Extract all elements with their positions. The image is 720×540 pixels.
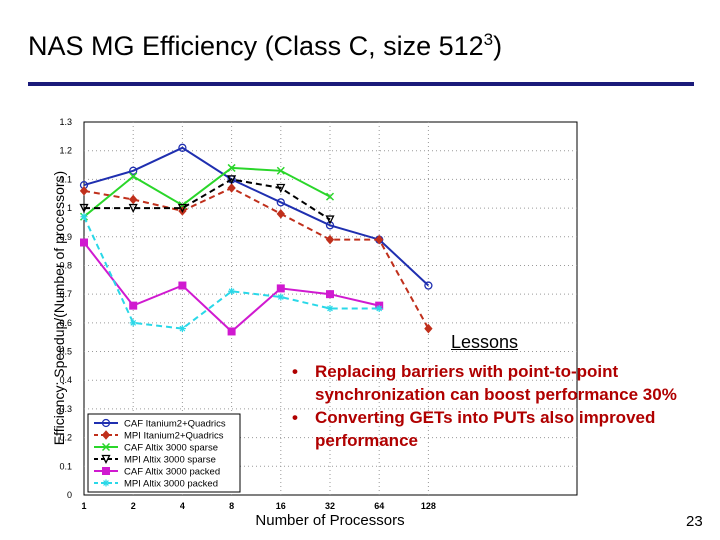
- x-tick-label: 8: [229, 501, 234, 511]
- data-point: [227, 175, 237, 185]
- data-point: [325, 215, 335, 225]
- legend-marker: [101, 454, 111, 464]
- legend-box: [87, 413, 241, 493]
- data-point: [228, 287, 236, 295]
- y-tick-label: 0.3: [59, 404, 72, 414]
- data-point: [129, 301, 138, 310]
- y-tick-label: 1.2: [59, 146, 72, 156]
- legend-label: MPI Itanium2+Quadrics: [124, 431, 224, 442]
- y-tick-label: 1.1: [59, 174, 72, 184]
- x-tick-label: 16: [276, 501, 286, 511]
- data-point: [424, 323, 433, 334]
- data-point: [326, 305, 334, 312]
- data-point: [424, 281, 433, 290]
- x-tick-label: 2: [131, 501, 136, 511]
- x-tick-label: 4: [180, 501, 185, 511]
- legend-marker: [102, 467, 110, 475]
- data-point: [227, 163, 236, 172]
- data-point: [325, 234, 335, 245]
- title-superscript: 3: [483, 30, 494, 49]
- legend-marker: [101, 442, 111, 452]
- y-tick-label: 0.6: [59, 318, 72, 328]
- data-point: [79, 186, 89, 196]
- slide-title: NAS MG Efficiency (Class C, size 5123): [28, 30, 502, 62]
- data-point: [276, 209, 285, 219]
- data-point: [276, 198, 285, 207]
- y-tick-label: 1.3: [59, 117, 72, 127]
- x-tick-label: 64: [374, 501, 384, 511]
- y-tick-label: 0.1: [59, 461, 72, 471]
- data-point: [276, 183, 286, 193]
- x-tick-label: 1: [81, 501, 86, 511]
- series-line: [84, 178, 331, 221]
- data-point: [178, 281, 187, 290]
- y-tick-label: 0.4: [59, 375, 72, 385]
- data-point: [128, 203, 138, 214]
- data-point: [129, 166, 138, 175]
- data-point: [375, 305, 383, 312]
- lessons-title: Lessons: [451, 332, 519, 352]
- series-line: [83, 166, 331, 218]
- bullet-icon: •: [292, 362, 298, 381]
- data-point: [177, 203, 187, 214]
- y-axis-label: Efficiency: Speedup/(Number of processor…: [51, 171, 67, 445]
- data-point: [276, 284, 285, 293]
- y-tick-label: 0.8: [59, 260, 72, 270]
- series-line: [83, 186, 430, 330]
- data-point: [80, 213, 88, 221]
- y-tick-label: 0: [67, 490, 72, 500]
- data-point: [325, 192, 335, 201]
- legend-label: MPI Altix 3000 sparse: [124, 455, 216, 466]
- x-tick-label: 32: [325, 501, 335, 511]
- title-underline: [28, 82, 694, 86]
- title-end: ): [493, 31, 503, 61]
- legend-marker: [101, 430, 111, 440]
- legend-label: CAF Altix 3000 packed: [124, 467, 220, 478]
- page-number: 23: [686, 513, 703, 530]
- series-line: [83, 146, 430, 287]
- data-point: [129, 319, 137, 327]
- data-point: [277, 293, 285, 301]
- y-tick-label: 0.5: [59, 347, 72, 357]
- x-axis-label: Number of Processors: [255, 512, 404, 529]
- legend-marker: [101, 418, 111, 428]
- y-tick-label: 0.2: [59, 433, 72, 443]
- data-point: [129, 194, 138, 205]
- lesson-text: Converting GETs into PUTs also improved …: [315, 408, 656, 450]
- legend-marker: [102, 479, 110, 487]
- bullet-icon: •: [292, 408, 298, 427]
- lessons-list: • Replacing barriers with point-to-point …: [292, 360, 720, 452]
- lesson-text: Replacing barriers with point-to-point s…: [315, 362, 677, 404]
- data-point: [326, 290, 334, 299]
- data-point: [79, 203, 89, 214]
- data-point: [80, 238, 88, 247]
- data-point: [276, 166, 285, 175]
- data-point: [129, 172, 138, 181]
- y-tick-label: 1: [67, 203, 72, 213]
- data-point: [227, 183, 236, 193]
- data-point: [178, 143, 187, 152]
- legend-label: MPI Altix 3000 packed: [124, 479, 218, 490]
- lesson-item: • Converting GETs into PUTs also improved…: [292, 406, 720, 452]
- title-main: NAS MG Efficiency (Class C, size 512: [28, 31, 484, 61]
- data-point: [178, 325, 186, 333]
- data-point: [375, 234, 384, 245]
- lesson-item: • Replacing barriers with point-to-point …: [292, 360, 720, 406]
- y-tick-label: 0.9: [59, 232, 72, 242]
- y-tick-label: 0.7: [59, 289, 72, 299]
- x-tick-label: 128: [421, 501, 436, 511]
- data-point: [227, 327, 236, 336]
- legend-label: CAF Altix 3000 sparse: [124, 443, 218, 454]
- legend-label: CAF Itanium2+Quadrics: [124, 419, 226, 430]
